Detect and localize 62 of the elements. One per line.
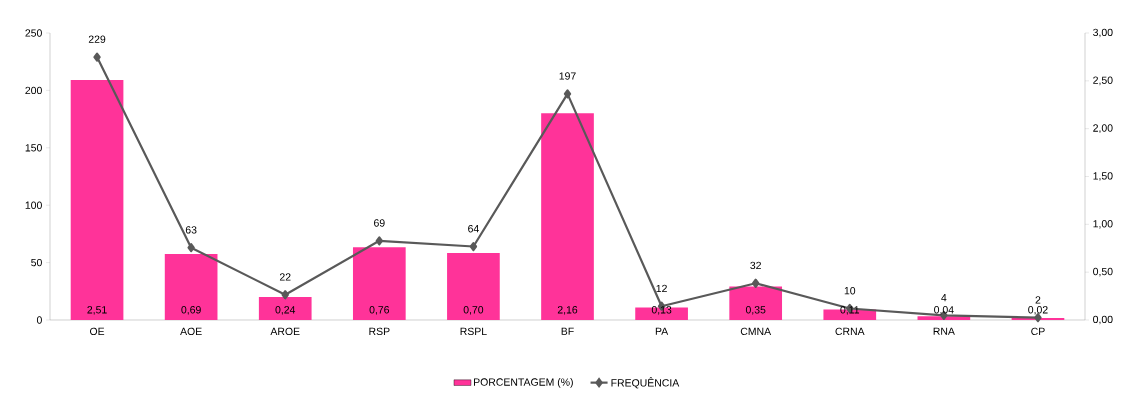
data-label: 0,70 [463, 306, 484, 315]
data-label: 2,16 [557, 306, 578, 315]
x-tick-label: CP [1031, 327, 1045, 336]
data-label: 0,24 [275, 306, 296, 315]
point [375, 236, 384, 246]
x-tick-label: OE [89, 327, 105, 336]
y-tick-label: 100 [25, 201, 42, 209]
point [187, 243, 195, 253]
bar [70, 79, 124, 320]
point [281, 290, 289, 300]
data-label: 64 [468, 224, 479, 233]
bar [447, 253, 500, 320]
data-label: 69 [374, 219, 385, 227]
y-tick-label: 150 [25, 144, 42, 152]
data-label: 2,51 [87, 306, 107, 315]
point [563, 89, 572, 99]
bar [729, 286, 783, 320]
data-label: 0,76 [369, 306, 390, 315]
legend-label: PORCENTAGEM (%) [474, 378, 573, 388]
x-tick-label: AROE [270, 327, 300, 336]
y-tick-label: 50 [31, 258, 42, 267]
y-tick-label: 250 [25, 29, 42, 37]
x-tick-label: RSP [369, 327, 390, 336]
x-tick-label: RSPL [460, 327, 487, 336]
x-tick-label: AOE [180, 327, 202, 336]
data-label: 0,04 [934, 306, 954, 315]
y2-tick-label: 0,50 [1093, 267, 1113, 277]
x-tick-label: BF [561, 327, 574, 335]
y2-tick-label: 1,50 [1093, 172, 1113, 181]
x-tick-label: RNA [933, 327, 955, 335]
data-label: 0,13 [651, 306, 672, 315]
data-label: 10 [844, 286, 856, 295]
bar [352, 247, 406, 320]
point [469, 241, 478, 252]
data-label: 0,35 [745, 306, 766, 315]
y2-tick-label: 0,00 [1093, 315, 1113, 325]
bar [258, 297, 312, 320]
x-tick-label: CRNA [835, 327, 865, 336]
legend-label: FREQUÊNCIA [611, 377, 680, 389]
data-label: 197 [559, 72, 576, 80]
x-tick-label: PA [655, 327, 669, 335]
data-label: 2 [1035, 296, 1041, 304]
y2-tick-label: 2,00 [1093, 124, 1113, 133]
x-tick-label: CMNA [740, 327, 772, 336]
data-label: 12 [656, 284, 667, 293]
y2-tick-label: 3,00 [1093, 28, 1113, 38]
y2-tick-label: 1,00 [1093, 220, 1113, 229]
data-label: 63 [185, 226, 197, 234]
point [93, 52, 101, 62]
y2-tick-label: 2,50 [1093, 76, 1113, 86]
bar [635, 307, 688, 320]
data-label: 32 [750, 261, 761, 270]
bar [164, 253, 218, 320]
data-label: 22 [279, 273, 291, 281]
data-label: 0,69 [181, 306, 201, 315]
point [751, 278, 760, 288]
data-label: 0,02 [1028, 306, 1048, 315]
data-label: 4 [941, 294, 947, 302]
bar [541, 113, 594, 320]
data-label: 229 [88, 35, 106, 43]
y-tick-label: 200 [25, 86, 42, 95]
y-tick-label: 0 [36, 316, 42, 324]
